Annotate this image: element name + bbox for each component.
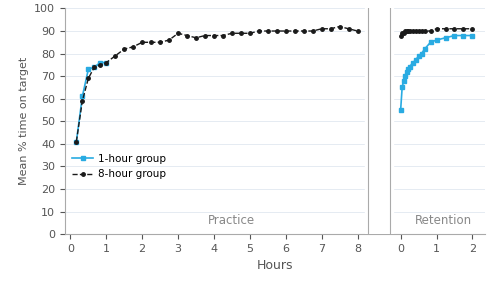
Bar bbox=[364, 8, 394, 234]
8-hour group bbox=[292, 29, 298, 33]
8-hour group bbox=[274, 29, 280, 33]
Line: 1-hour group: 1-hour group bbox=[74, 60, 108, 144]
8-hour group bbox=[175, 32, 181, 35]
8-hour group bbox=[211, 34, 217, 37]
8-hour group bbox=[336, 25, 342, 28]
1-hour group bbox=[104, 61, 110, 64]
Text: Retention: Retention bbox=[415, 214, 472, 227]
8-hour group bbox=[265, 29, 271, 33]
8-hour group bbox=[310, 29, 316, 33]
Y-axis label: Mean % time on target: Mean % time on target bbox=[18, 57, 28, 185]
8-hour group bbox=[193, 36, 199, 39]
1-hour group bbox=[74, 140, 80, 143]
8-hour group bbox=[74, 140, 80, 143]
8-hour group bbox=[166, 38, 172, 42]
8-hour group bbox=[184, 34, 190, 37]
8-hour group bbox=[283, 29, 289, 33]
Legend: 1-hour group, 8-hour group: 1-hour group, 8-hour group bbox=[72, 154, 166, 179]
8-hour group bbox=[92, 65, 98, 69]
8-hour group bbox=[318, 27, 324, 30]
1-hour group bbox=[98, 61, 103, 64]
8-hour group bbox=[121, 47, 127, 51]
8-hour group bbox=[256, 29, 262, 33]
8-hour group bbox=[202, 34, 208, 37]
1-hour group bbox=[80, 95, 86, 98]
1-hour group bbox=[86, 68, 91, 71]
Text: Practice: Practice bbox=[208, 214, 256, 227]
8-hour group bbox=[86, 77, 91, 80]
8-hour group bbox=[247, 32, 253, 35]
8-hour group bbox=[157, 41, 163, 44]
8-hour group bbox=[346, 27, 352, 30]
8-hour group bbox=[220, 34, 226, 37]
8-hour group bbox=[98, 63, 103, 67]
8-hour group bbox=[328, 27, 334, 30]
X-axis label: Hours: Hours bbox=[257, 259, 293, 272]
8-hour group bbox=[300, 29, 306, 33]
8-hour group bbox=[112, 54, 118, 58]
Line: 8-hour group: 8-hour group bbox=[73, 23, 361, 145]
8-hour group bbox=[238, 32, 244, 35]
8-hour group bbox=[354, 29, 360, 33]
8-hour group bbox=[139, 41, 145, 44]
8-hour group bbox=[80, 99, 86, 103]
8-hour group bbox=[104, 61, 110, 64]
8-hour group bbox=[130, 45, 136, 49]
8-hour group bbox=[229, 32, 235, 35]
8-hour group bbox=[148, 41, 154, 44]
1-hour group bbox=[92, 65, 98, 69]
